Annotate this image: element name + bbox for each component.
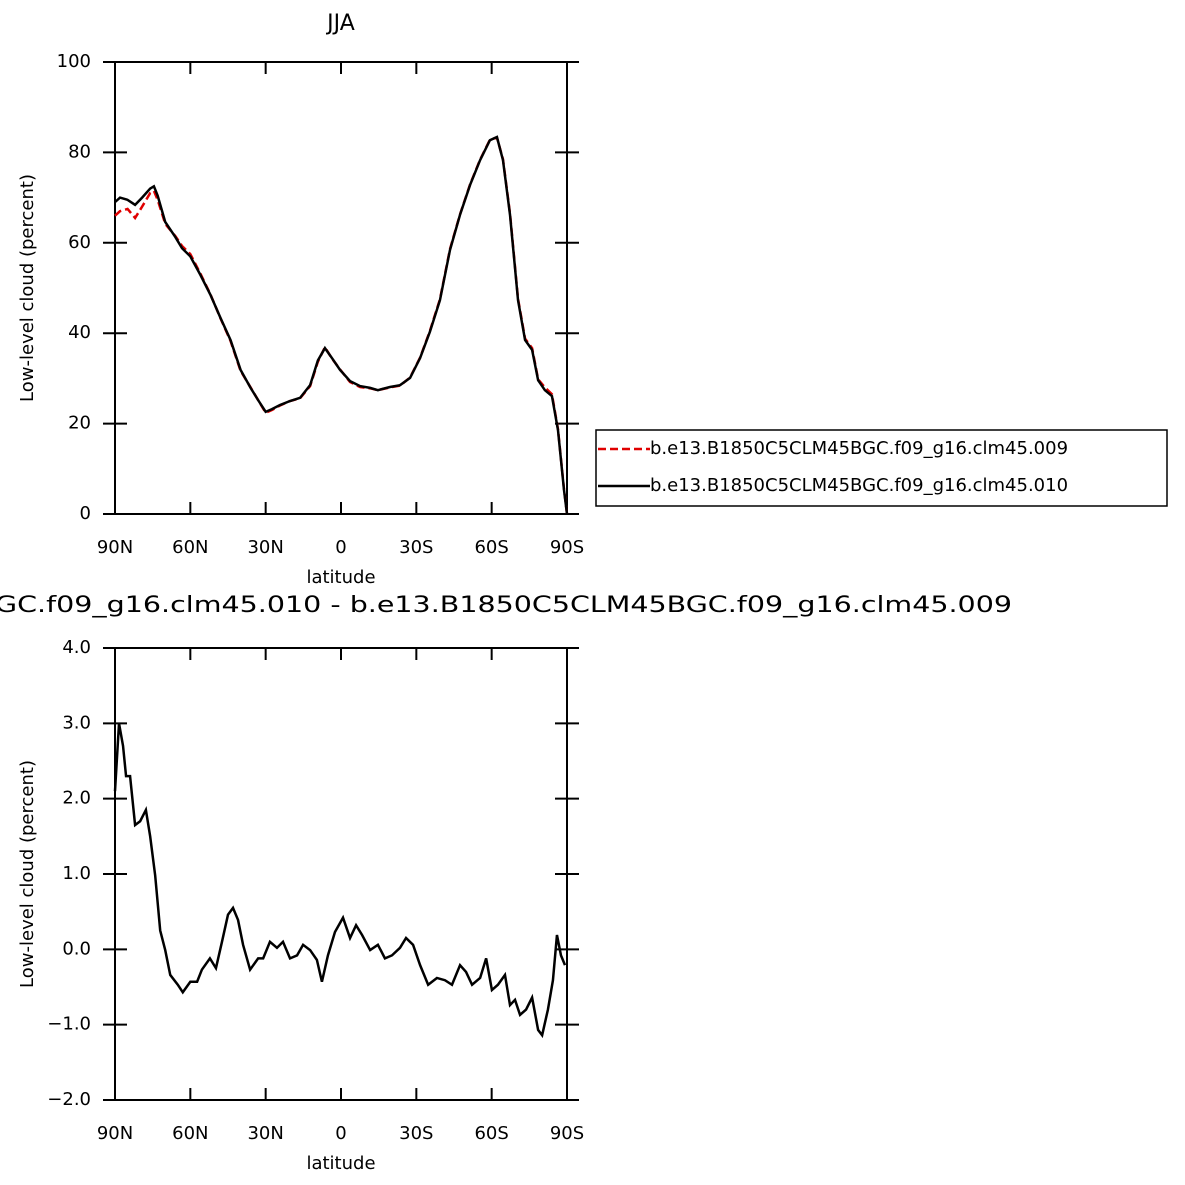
y-axis-label: Low-level cloud (percent) xyxy=(17,760,38,988)
chart-title: JJA xyxy=(325,11,355,36)
y-tick-label: 40 xyxy=(68,322,91,343)
y-tick-label: 0.0 xyxy=(62,938,91,959)
chart-title: b.e13.B1850C5CLM45BGC.f09_g16.clm45.010 … xyxy=(0,593,1012,618)
plot-frame xyxy=(114,61,568,515)
y-tick-label: 80 xyxy=(68,141,91,162)
x-tick-label: 60S xyxy=(474,1123,508,1144)
y-tick-label: 4.0 xyxy=(62,637,91,658)
x-tick-label: 30N xyxy=(247,1123,283,1144)
x-tick-label: 30S xyxy=(399,1123,433,1144)
y-tick-label: 2.0 xyxy=(62,788,91,809)
x-tick-label: 0 xyxy=(335,1123,346,1144)
y-axis-label: Low-level cloud (percent) xyxy=(17,174,38,402)
y-tick-label: −2.0 xyxy=(47,1089,91,1110)
x-tick-label: 90N xyxy=(97,1123,133,1144)
legend-label: b.e13.B1850C5CLM45BGC.f09_g16.clm45.009 xyxy=(650,438,1068,459)
data-line xyxy=(114,135,569,515)
y-tick-label: 0 xyxy=(80,503,91,524)
x-tick-label: 90S xyxy=(550,1123,584,1144)
x-tick-label: 60N xyxy=(172,1123,208,1144)
x-tick-label: 0 xyxy=(335,537,346,558)
x-axis-label: latitude xyxy=(306,567,375,588)
y-tick-label: −1.0 xyxy=(47,1014,91,1035)
legend-box xyxy=(595,429,1168,507)
y-tick-label: 1.0 xyxy=(62,863,91,884)
y-tick-label: 3.0 xyxy=(62,712,91,733)
data-line xyxy=(114,135,569,515)
x-tick-label: 90S xyxy=(550,537,584,558)
legend-label: b.e13.B1850C5CLM45BGC.f09_g16.clm45.010 xyxy=(650,475,1068,496)
y-tick-label: 60 xyxy=(68,232,91,253)
x-axis-label: latitude xyxy=(306,1153,375,1174)
x-tick-label: 30N xyxy=(247,537,283,558)
y-tick-label: 100 xyxy=(57,51,91,72)
legend: b.e13.B1850C5CLM45BGC.f09_g16.clm45.009b… xyxy=(595,429,1168,507)
x-tick-label: 30S xyxy=(399,537,433,558)
data-line xyxy=(113,723,567,1039)
x-tick-label: 90N xyxy=(97,537,133,558)
x-tick-label: 60S xyxy=(474,537,508,558)
x-tick-label: 60N xyxy=(172,537,208,558)
y-tick-label: 20 xyxy=(68,413,91,434)
plot-frame xyxy=(114,647,568,1101)
